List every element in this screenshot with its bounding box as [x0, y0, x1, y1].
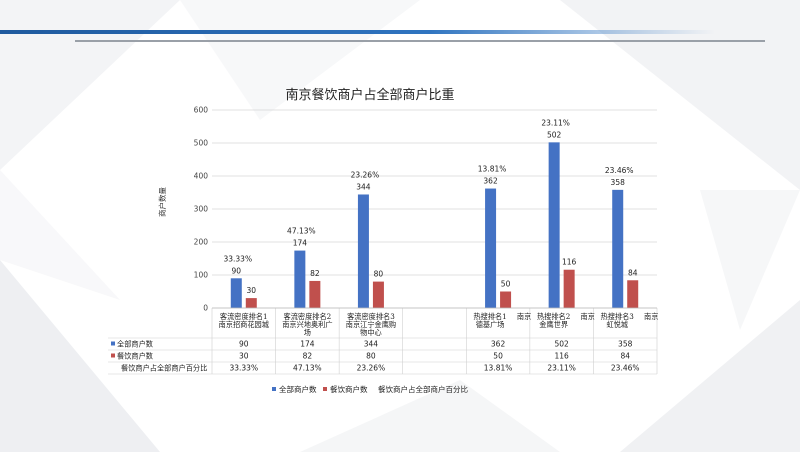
table-cell: 174	[300, 340, 315, 349]
table-row-header: 餐饮商户占全部商户百分比	[121, 364, 207, 373]
legend-key-dining	[323, 387, 327, 391]
header-accent-bar	[0, 30, 715, 34]
bars	[230, 142, 639, 308]
table-cell: 80	[366, 352, 376, 361]
y-tick-label: 600	[194, 106, 209, 115]
bar-total	[357, 194, 369, 308]
y-axis-ticks: 0 100 200 300 400 500 600	[194, 106, 209, 313]
table-cell: 23.26%	[357, 364, 386, 373]
y-tick-label: 0	[203, 304, 208, 313]
y-tick-label: 100	[194, 271, 209, 280]
gridlines	[212, 109, 657, 309]
y-tick-label: 400	[194, 172, 209, 181]
bar-value-label: 30	[247, 286, 257, 295]
category-label-line: 热搜排名1	[473, 312, 506, 321]
bar-value-label: 116	[562, 258, 577, 267]
ratio-label: 33.33%	[223, 254, 252, 263]
table-legend-key	[111, 353, 115, 358]
table-cell: 84	[620, 352, 630, 361]
table-cell: 362	[491, 340, 506, 349]
table-cell: 344	[364, 340, 379, 349]
category-label-line: 南京招商花园城	[219, 320, 269, 329]
bar-value-label: 80	[374, 270, 384, 279]
data-labels: 90 174 344 362 502 358 30 82 80 50 116 84 33.33% 47.1…	[223, 118, 637, 295]
bar-value-label: 344	[356, 182, 371, 191]
ratio-label: 23.11%	[541, 118, 570, 127]
bar-value-label: 84	[628, 268, 638, 277]
bar-dining	[372, 281, 384, 308]
legend-label: 全部商户数	[279, 384, 317, 394]
category-label-line: 客流密度排名2	[284, 312, 332, 321]
category-label-line: 德基广场	[476, 320, 505, 329]
category-label-line: 热搜排名2	[537, 312, 570, 321]
category-label-line: 热搜排名3	[601, 312, 635, 321]
ratio-label: 47.13%	[287, 227, 316, 236]
table-cell: 82	[303, 352, 313, 361]
category-label-line: 南京	[644, 312, 658, 321]
table-row-header: 餐饮商户数	[117, 352, 153, 361]
bar-total	[612, 189, 624, 308]
table-cell: 50	[493, 352, 503, 361]
y-tick-label: 200	[194, 238, 209, 247]
category-label-line: 虹悦城	[606, 320, 628, 329]
ratio-label: 23.26%	[351, 170, 380, 179]
data-table: 客流密度排名1南京招商花园城客流密度排名2南京兴地奥利广场客流密度排名3南京江宁…	[108, 307, 659, 375]
bar-total	[230, 278, 242, 308]
bar-dining	[309, 280, 321, 308]
bar-dining	[563, 269, 575, 308]
bar-value-label: 502	[547, 130, 562, 139]
category-label-line: 金鹰世界	[539, 320, 568, 329]
bar-total	[485, 188, 497, 308]
bar-total	[294, 250, 306, 308]
bar-value-label: 362	[483, 177, 498, 186]
legend-label: 餐饮商户数	[330, 384, 368, 394]
y-tick-label: 500	[194, 139, 209, 148]
table-cell: 116	[554, 352, 569, 361]
category-label-line: 南京	[580, 312, 594, 321]
bar-dining	[500, 291, 512, 308]
table-cell: 47.13%	[293, 364, 322, 373]
table-cell: 23.46%	[611, 364, 640, 373]
bar-value-label: 90	[232, 266, 242, 275]
table-row-header: 全部商户数	[117, 340, 153, 349]
category-label-line: 客流密度排名1	[220, 312, 268, 321]
table-cell: 33.33%	[229, 364, 258, 373]
table-cell: 502	[554, 340, 569, 349]
category-label-line: 客流密度排名3	[347, 312, 395, 321]
category-label-line: 南京江宁金鹰购	[346, 320, 396, 329]
y-tick-label: 300	[194, 205, 209, 214]
ratio-label: 13.81%	[478, 165, 507, 174]
header-divider	[75, 40, 765, 42]
table-cell: 30	[239, 352, 249, 361]
category-label-line: 物中心	[360, 328, 382, 337]
bar-value-label: 174	[293, 239, 308, 248]
bar-total	[548, 142, 560, 308]
table-cell: 90	[239, 340, 249, 349]
category-label-line: 南京	[517, 312, 531, 321]
bar-value-label: 82	[310, 269, 320, 278]
legend: 全部商户数 餐饮商户数 餐饮商户占全部商户百分比	[272, 384, 468, 394]
chart-title: 南京餐饮商户占全部商户比重	[285, 87, 454, 103]
table-cell: 23.11%	[547, 364, 576, 373]
legend-label: 餐饮商户占全部商户百分比	[378, 384, 468, 394]
y-axis-label: 商户数量	[157, 187, 167, 217]
bar-value-label: 50	[501, 280, 511, 289]
category-label-line: 南京兴地奥利广	[282, 320, 332, 329]
table-cell: 358	[618, 340, 633, 349]
table-cell: 13.81%	[484, 364, 513, 373]
ratio-label: 23.46%	[605, 166, 634, 175]
legend-key-total	[272, 387, 276, 391]
bar-dining	[627, 280, 639, 308]
category-label-line: 场	[304, 328, 311, 337]
bar-value-label: 358	[611, 178, 626, 187]
bar-dining	[245, 298, 257, 308]
table-legend-key	[111, 341, 115, 346]
